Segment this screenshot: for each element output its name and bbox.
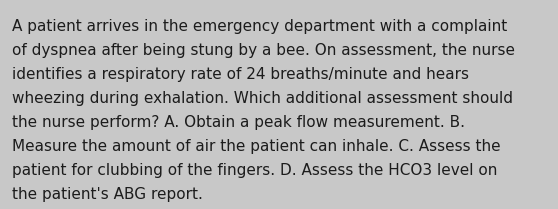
Text: the patient's ABG report.: the patient's ABG report. (12, 187, 203, 202)
Text: A patient arrives in the emergency department with a complaint: A patient arrives in the emergency depar… (12, 19, 508, 34)
Text: identifies a respiratory rate of 24 breaths/minute and hears: identifies a respiratory rate of 24 brea… (12, 67, 469, 82)
Text: patient for clubbing of the fingers. D. Assess the HCO3 level on: patient for clubbing of the fingers. D. … (12, 163, 498, 178)
Text: the nurse perform? A. Obtain a peak flow measurement. B.: the nurse perform? A. Obtain a peak flow… (12, 115, 465, 130)
Text: wheezing during exhalation. Which additional assessment should: wheezing during exhalation. Which additi… (12, 91, 513, 106)
Text: Measure the amount of air the patient can inhale. C. Assess the: Measure the amount of air the patient ca… (12, 139, 501, 154)
Text: of dyspnea after being stung by a bee. On assessment, the nurse: of dyspnea after being stung by a bee. O… (12, 43, 515, 58)
